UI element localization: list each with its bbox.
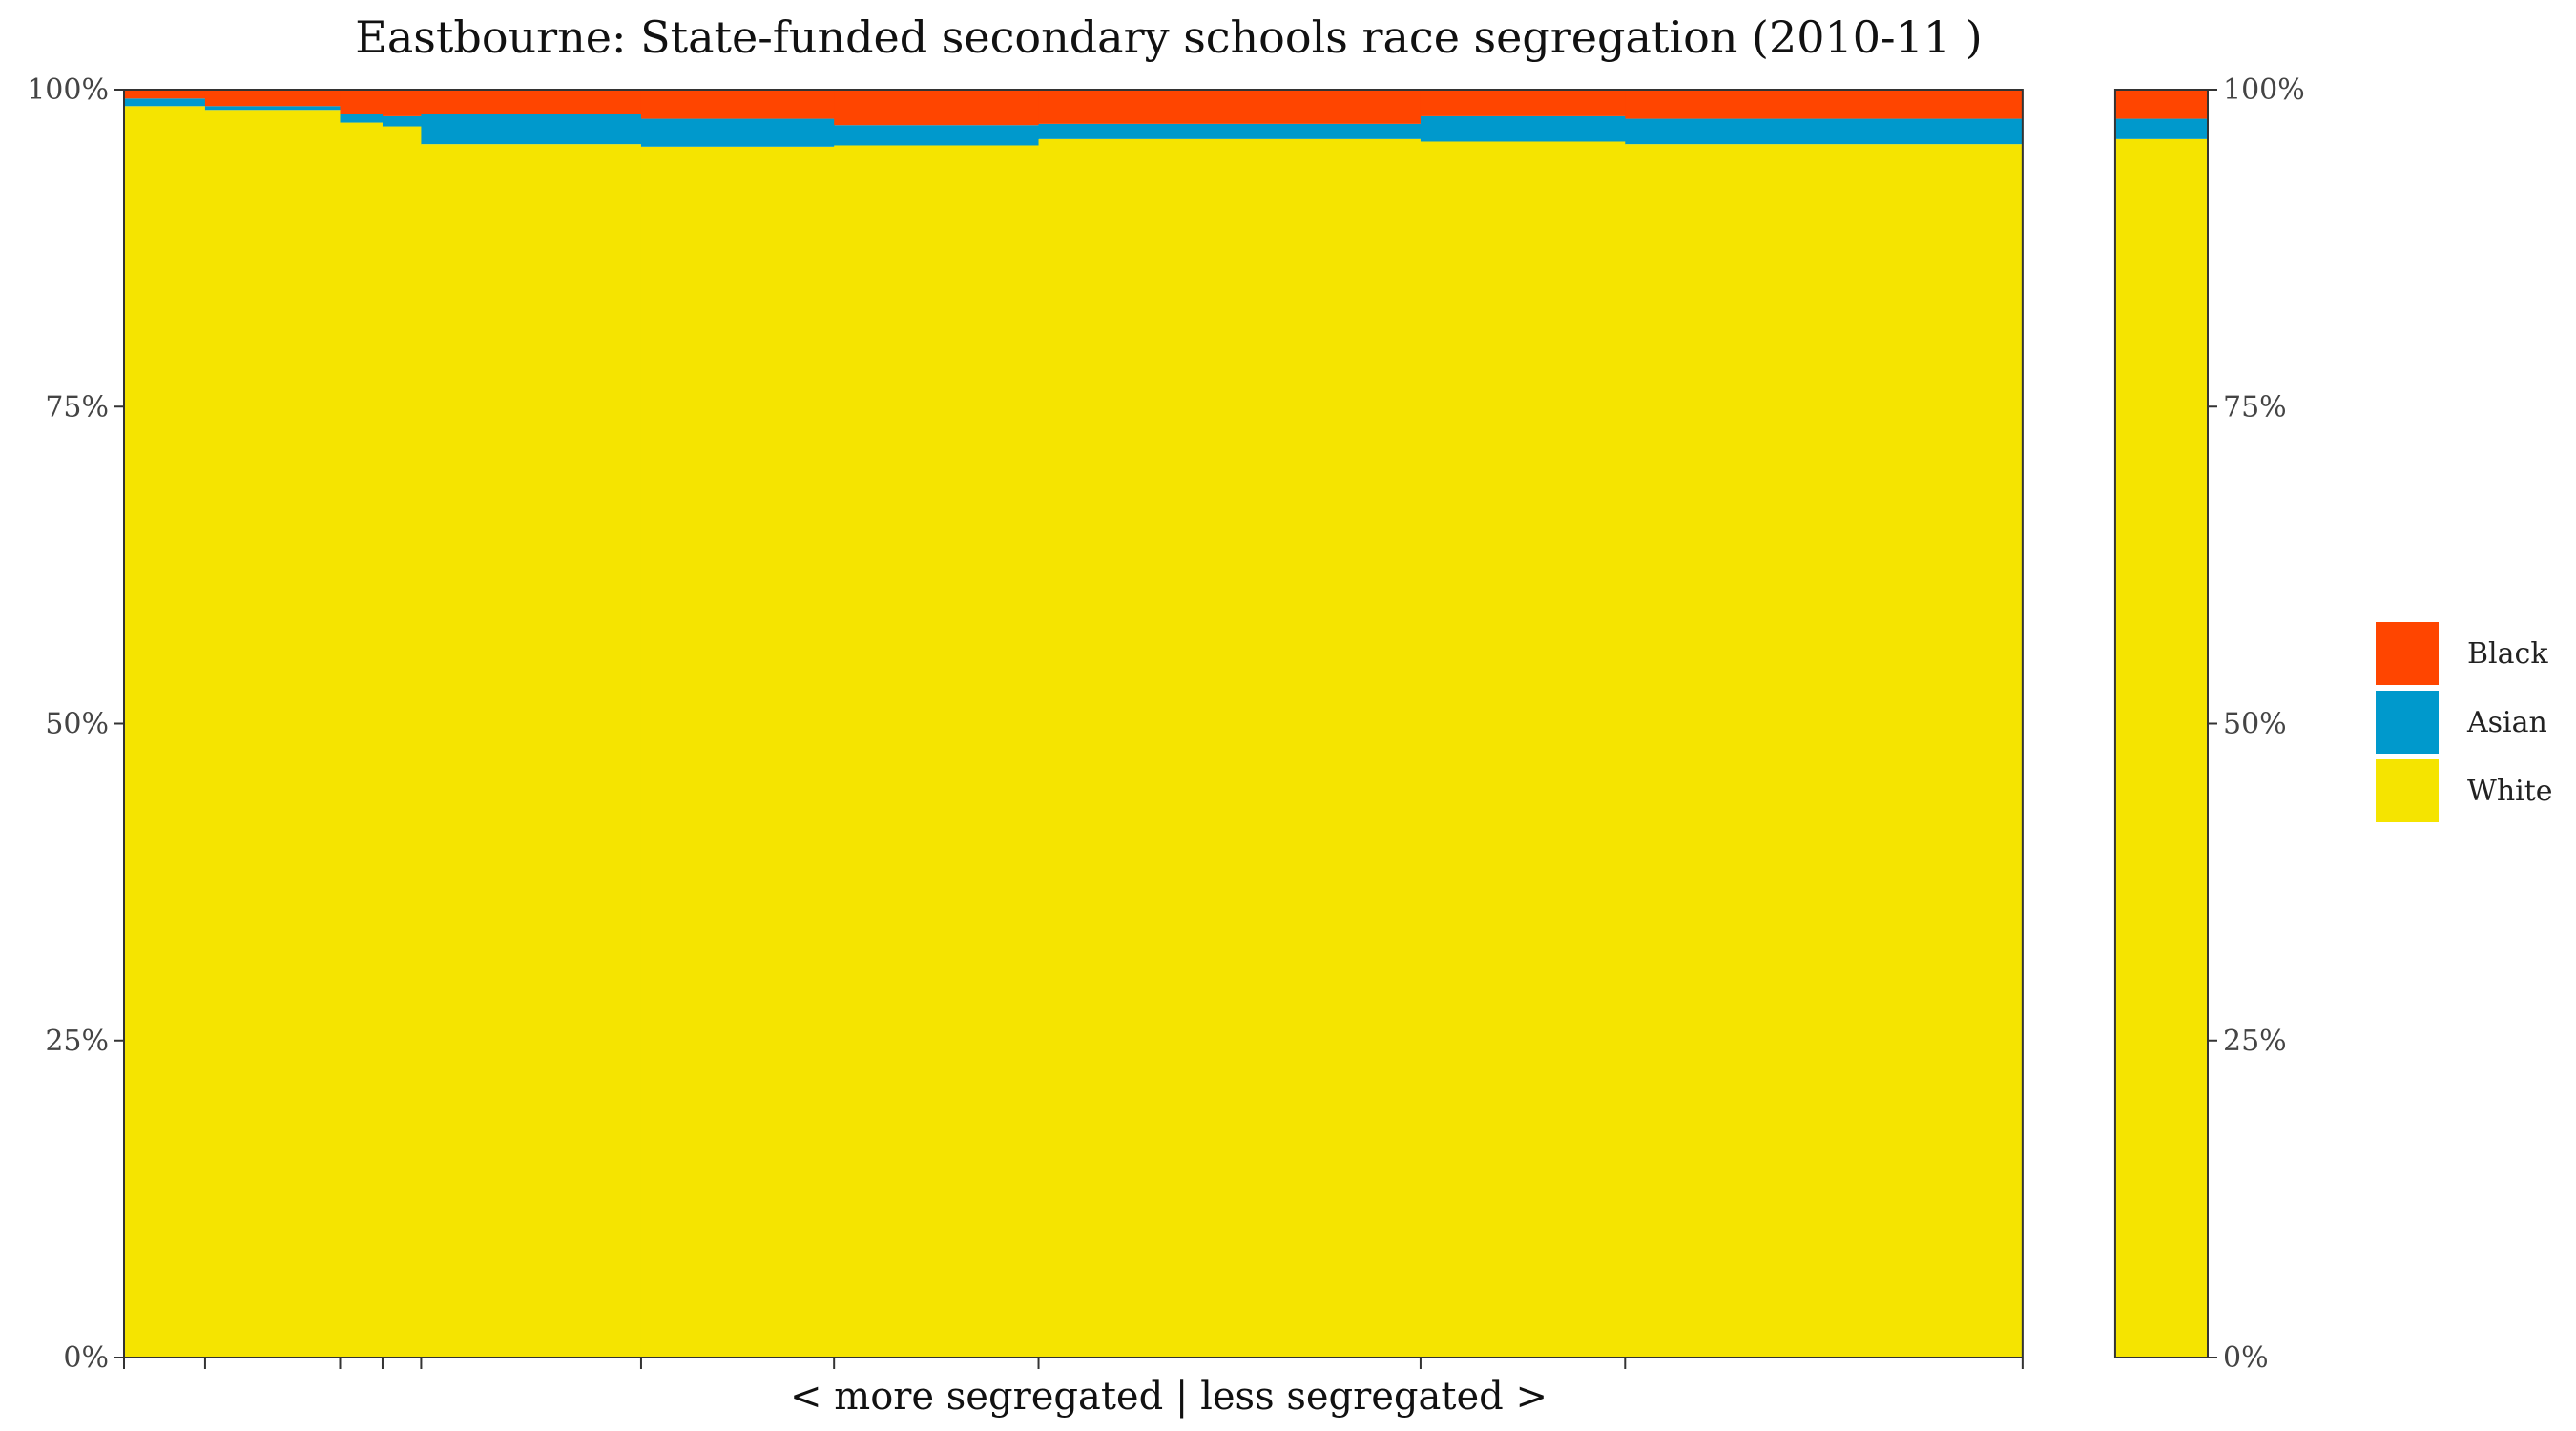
- legend-swatch-black: [2376, 622, 2439, 685]
- legend-label-black: Black: [2467, 637, 2548, 671]
- school-7-asian-segment: [834, 125, 1040, 146]
- school-3-black-segment: [340, 90, 384, 114]
- school-7-black-segment: [834, 90, 1040, 126]
- school-4-asian-segment: [382, 115, 423, 127]
- school-1-black-segment: [124, 90, 206, 99]
- total-column-asian-segment: [2114, 118, 2209, 139]
- school-8-black-segment: [1038, 90, 1422, 124]
- total-column-white-segment: [2114, 138, 2209, 1358]
- axes-layer: 0% 0% 25% 25% 50% 50% 75% 75% 100% 100%: [27, 73, 2305, 1375]
- school-6-black-segment: [640, 90, 835, 119]
- school-7-white-segment: [834, 145, 1040, 1358]
- school-6-asian-segment: [640, 118, 835, 147]
- legend: Black Asian White: [2376, 622, 2553, 822]
- school-5-white-segment: [421, 144, 642, 1358]
- school-9-asian-segment: [1420, 115, 1626, 142]
- school-5-black-segment: [421, 90, 642, 114]
- school-1-white-segment: [124, 106, 206, 1358]
- total-column-black-segment: [2114, 90, 2209, 119]
- school-4-black-segment: [382, 90, 423, 116]
- y-tick-label-left: 100%: [27, 73, 109, 107]
- school-10-asian-segment: [1625, 118, 2024, 145]
- y-tick-label-right: 50%: [2223, 708, 2287, 741]
- school-9-black-segment: [1420, 90, 1626, 116]
- legend-label-white: White: [2467, 775, 2553, 808]
- school-10-white-segment: [1625, 144, 2024, 1358]
- school-3-white-segment: [340, 122, 384, 1358]
- school-3-asian-segment: [340, 114, 384, 123]
- school-8-asian-segment: [1038, 123, 1422, 139]
- y-tick-label-left: 25%: [45, 1025, 109, 1058]
- y-tick-label-right: 0%: [2223, 1341, 2269, 1375]
- school-5-asian-segment: [421, 114, 642, 145]
- school-4-white-segment: [382, 126, 423, 1358]
- school-2-white-segment: [204, 110, 342, 1358]
- y-tick-label-left: 0%: [63, 1341, 109, 1375]
- y-tick-label-right: 25%: [2223, 1025, 2287, 1058]
- y-tick-label-left: 50%: [45, 708, 109, 741]
- school-1-asian-segment: [124, 98, 206, 107]
- bars-layer: [124, 90, 2209, 1358]
- chart-title: Eastbourne: State-funded secondary schoo…: [355, 11, 1982, 63]
- y-tick-label-right: 75%: [2223, 390, 2287, 424]
- school-2-asian-segment: [204, 106, 342, 111]
- school-9-white-segment: [1420, 141, 1626, 1358]
- school-6-white-segment: [640, 146, 835, 1358]
- x-axis-label: < more segregated | less segregated >: [790, 1375, 1548, 1419]
- legend-swatch-white: [2376, 759, 2439, 822]
- y-tick-label-right: 100%: [2223, 73, 2305, 107]
- legend-label-asian: Asian: [2466, 706, 2547, 739]
- legend-swatch-asian: [2376, 691, 2439, 754]
- school-8-white-segment: [1038, 138, 1422, 1358]
- y-tick-label-left: 75%: [45, 390, 109, 424]
- school-2-black-segment: [204, 90, 342, 107]
- school-10-black-segment: [1625, 90, 2024, 119]
